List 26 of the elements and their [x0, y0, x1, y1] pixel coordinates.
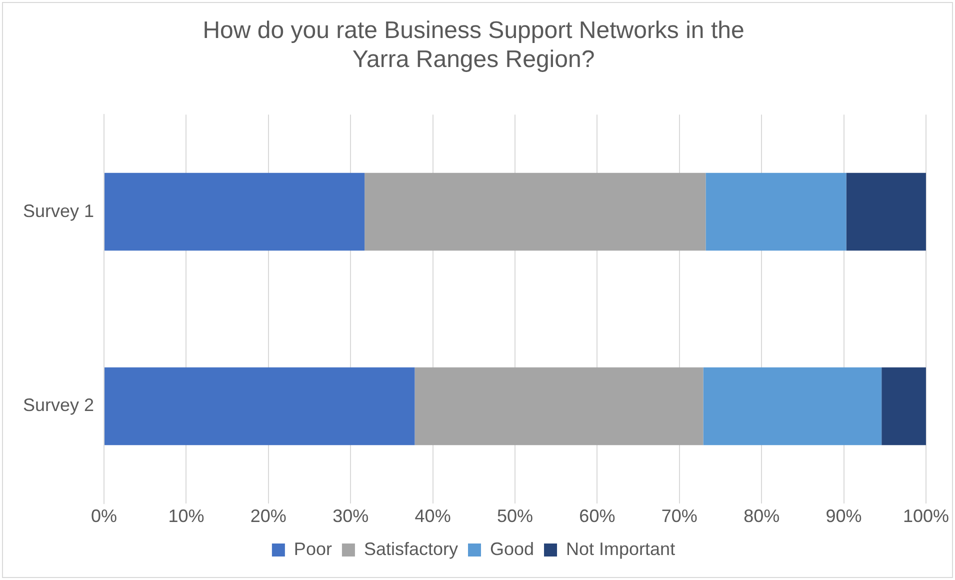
- bar: [364, 172, 706, 251]
- bar: [104, 367, 415, 446]
- x-tick-label: 70%: [661, 506, 698, 526]
- legend-label: Poor: [294, 538, 332, 559]
- x-tick-label: 50%: [496, 506, 534, 526]
- x-tick-label: 40%: [414, 506, 451, 526]
- x-tick-label: 100%: [902, 506, 950, 526]
- legend-label: Satisfactory: [364, 538, 458, 559]
- x-tick-label: 20%: [250, 506, 286, 526]
- y-tick-label: Survey 1: [22, 200, 94, 221]
- bar: [706, 172, 846, 251]
- chart-title: How do you rate Business Support Networks in the Yarra Ranges Region?: [202, 17, 744, 73]
- x-tick-label: 90%: [826, 506, 862, 526]
- legend-label: Not Important: [566, 538, 676, 559]
- bar: [846, 172, 926, 251]
- bar: [882, 367, 926, 446]
- bar: [703, 367, 882, 446]
- x-tick-label: 80%: [744, 506, 780, 526]
- x-tick-label: 30%: [332, 506, 369, 526]
- bar: [414, 367, 704, 446]
- x-tick-label: 0%: [91, 506, 118, 526]
- legend-label: Good: [490, 538, 534, 559]
- x-tick-label: 10%: [168, 506, 204, 526]
- bar: [104, 172, 365, 251]
- y-tick-label: Survey 2: [22, 395, 94, 416]
- x-tick-label: 60%: [579, 506, 616, 526]
